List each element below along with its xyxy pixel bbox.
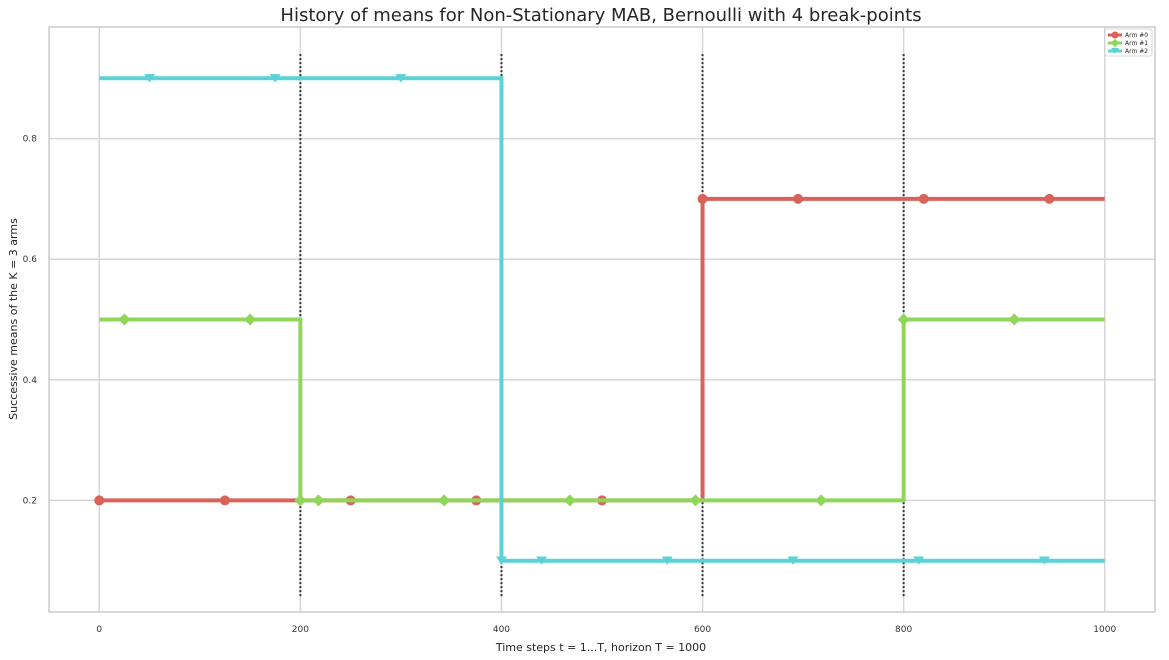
series-line [99, 317, 1105, 503]
series-1 [99, 313, 1105, 507]
y-tick-label: 0.4 [23, 376, 38, 386]
series-group [94, 74, 1105, 565]
chart-title: History of means for Non-Stationary MAB,… [280, 5, 921, 26]
marker-triangle-down [395, 74, 407, 83]
marker-diamond [815, 494, 828, 507]
tick-labels: 0 200 400 600 800 1000 0.2 0.4 0.6 0.8 [23, 135, 1117, 635]
marker-triangle-down [913, 556, 925, 565]
series-line [99, 196, 1105, 503]
x-tick-label: 1000 [1093, 625, 1116, 635]
legend-label: Arm #1 [1125, 40, 1148, 47]
marker-circle [1111, 31, 1119, 39]
marker-diamond [897, 313, 910, 326]
x-tick-label: 200 [292, 625, 309, 635]
legend-label: Arm #0 [1125, 32, 1148, 39]
x-tick-label: 400 [493, 625, 510, 635]
x-tick-label: 800 [895, 625, 912, 635]
marker-triangle-down [495, 556, 507, 565]
marker-triangle-down [144, 74, 156, 83]
marker-diamond [1110, 38, 1120, 48]
marker-triangle-down [269, 74, 281, 83]
marker-diamond [118, 313, 131, 326]
x-axis-label: Time steps t = 1...T, horizon T = 1000 [495, 641, 706, 654]
marker-triangle-down [661, 556, 673, 565]
marker-diamond [312, 494, 325, 507]
marker-circle [793, 193, 804, 204]
series-2 [99, 74, 1105, 565]
legend-label: Arm #2 [1125, 48, 1148, 55]
x-tick-label: 0 [96, 625, 102, 635]
marker-circle [918, 193, 929, 204]
y-tick-label: 0.6 [23, 255, 38, 265]
marker-triangle-down [536, 556, 548, 565]
break-point-lines [299, 54, 905, 597]
marker-diamond [563, 494, 576, 507]
marker-diamond [438, 494, 451, 507]
y-axis-label: Successive means of the K = 3 arms [7, 218, 20, 420]
marker-triangle-down [1111, 48, 1119, 54]
marker-diamond [1008, 313, 1021, 326]
y-tick-label: 0.8 [23, 135, 38, 145]
y-tick-label: 0.2 [23, 496, 37, 506]
plot-frame [48, 26, 1156, 613]
marker-triangle-down [1038, 556, 1050, 565]
marker-diamond [244, 313, 257, 326]
series-0 [94, 193, 1105, 506]
marker-circle [219, 495, 230, 506]
marker-diamond [689, 494, 702, 507]
marker-circle [94, 495, 105, 506]
marker-diamond [294, 494, 307, 507]
marker-circle [1044, 193, 1055, 204]
marker-circle [697, 193, 708, 204]
x-tick-label: 600 [694, 625, 711, 635]
marker-triangle-down [787, 556, 799, 565]
